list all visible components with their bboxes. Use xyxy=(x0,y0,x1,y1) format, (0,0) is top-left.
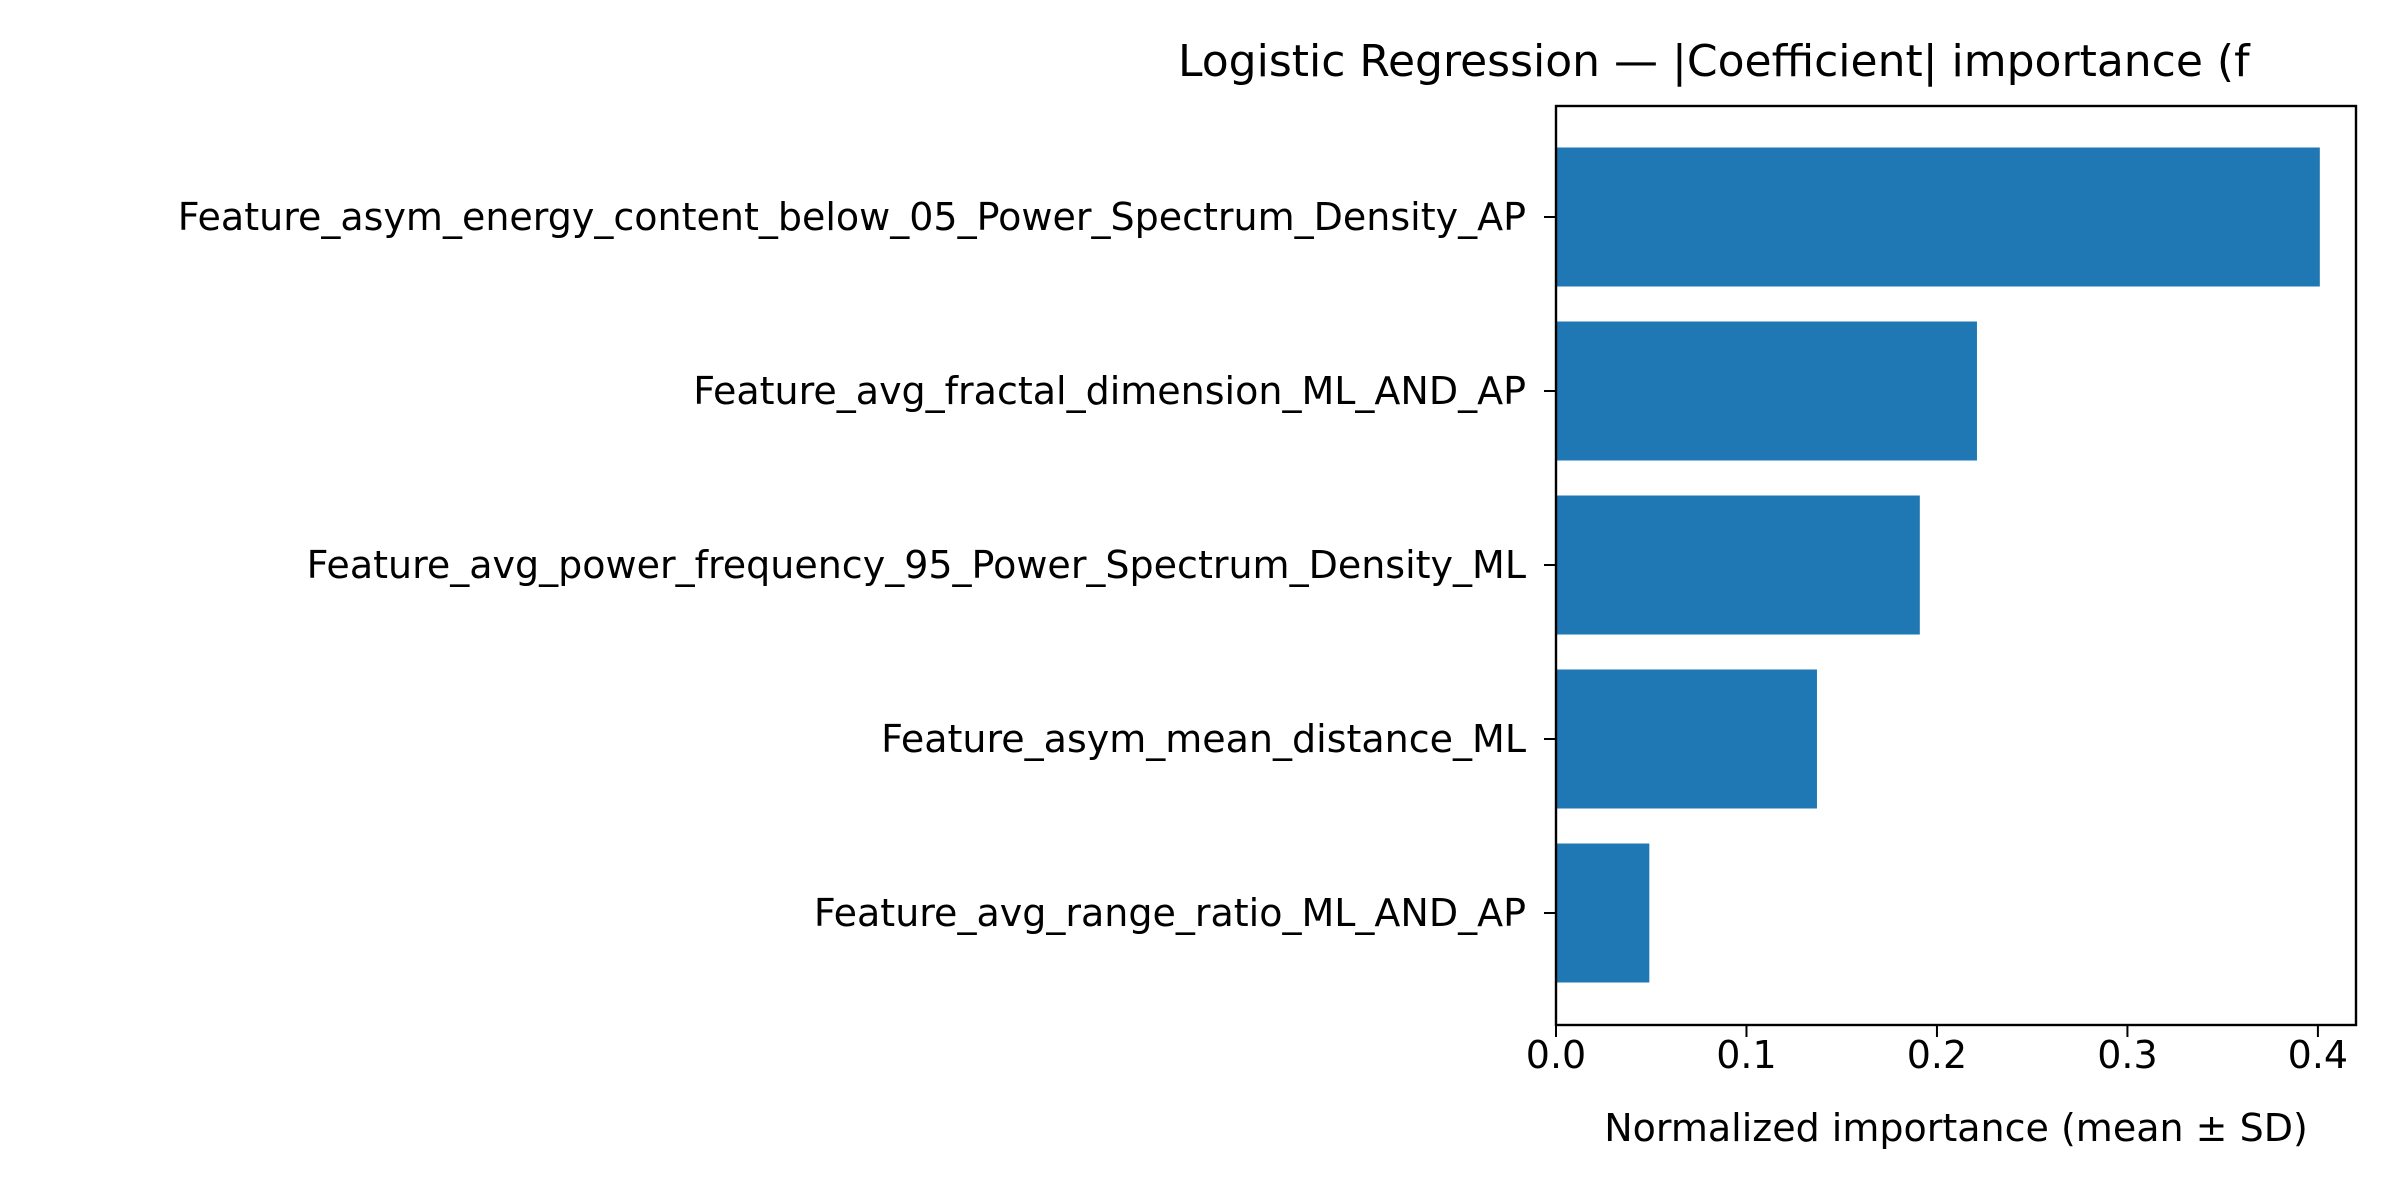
bar xyxy=(1556,147,2320,287)
bar xyxy=(1556,669,1817,809)
bar xyxy=(1556,843,1650,983)
y-tick-label: Feature_avg_power_frequency_95_Power_Spe… xyxy=(307,543,1526,587)
x-axis: 0.0 0.1 0.2 0.3 0.4 xyxy=(1526,1025,2348,1077)
x-tick-label: 0.1 xyxy=(1716,1033,1776,1077)
plot-frame xyxy=(1554,104,2358,1027)
x-tick-label: 0.0 xyxy=(1526,1033,1586,1077)
chart-title: Logistic Regression — |Coefficient| impo… xyxy=(1178,36,2251,87)
y-tick-label: Feature_avg_fractal_dimension_ML_AND_AP xyxy=(693,369,1526,413)
y-tick-label: Feature_asym_energy_content_below_05_Pow… xyxy=(178,195,1526,239)
bar xyxy=(1556,321,1977,461)
x-tick-label: 0.2 xyxy=(1907,1033,1967,1077)
bar xyxy=(1556,495,1920,635)
y-tick-label: Feature_avg_range_ratio_ML_AND_AP xyxy=(814,891,1526,935)
y-axis: Feature_asym_energy_content_below_05_Pow… xyxy=(178,195,1556,935)
x-axis-label: Normalized importance (mean ± SD) xyxy=(1604,1106,2308,1150)
x-tick-label: 0.3 xyxy=(2097,1033,2157,1077)
y-tick-label: Feature_asym_mean_distance_ML xyxy=(881,717,1526,761)
x-tick-label: 0.4 xyxy=(2288,1033,2348,1077)
bars-layer xyxy=(1556,147,2320,983)
